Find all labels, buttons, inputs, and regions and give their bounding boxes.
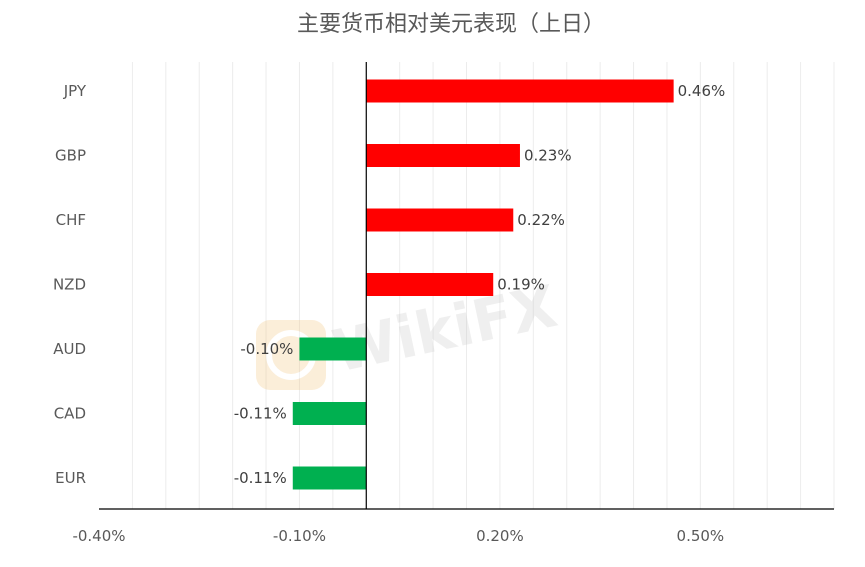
x-tick-label: 0.50%	[677, 527, 725, 545]
x-tick-label: 0.20%	[476, 527, 524, 545]
bar-jpy	[366, 79, 674, 103]
category-label-gbp: GBP	[55, 147, 86, 165]
x-tick-label: -0.10%	[273, 527, 326, 545]
x-tick-label: -0.40%	[72, 527, 125, 545]
data-label-aud: -0.10%	[240, 340, 293, 358]
gridlines	[131, 62, 835, 509]
category-label-chf: CHF	[56, 211, 86, 229]
data-label-cad: -0.11%	[234, 405, 287, 423]
bar-eur	[292, 466, 367, 490]
category-label-aud: AUD	[53, 340, 86, 358]
chart-title: 主要货币相对美元表现（上日）	[297, 12, 605, 37]
data-label-nzd: 0.19%	[497, 276, 545, 294]
data-label-eur: -0.11%	[234, 469, 287, 487]
data-label-jpy: 0.46%	[678, 82, 726, 100]
category-label-nzd: NZD	[53, 276, 86, 294]
data-label-chf: 0.22%	[517, 211, 565, 229]
bar-chf	[366, 208, 514, 232]
category-label-jpy: JPY	[63, 82, 87, 100]
bar-cad	[292, 402, 367, 425]
axes	[99, 62, 834, 510]
bar-gbp	[366, 144, 520, 167]
bar-nzd	[366, 273, 494, 296]
category-label-eur: EUR	[55, 469, 86, 487]
x-axis-tick-labels: -0.40% -0.10% 0.20% 0.50%	[72, 527, 724, 545]
bars	[292, 79, 674, 490]
category-labels: JPY GBP CHF NZD AUD CAD EUR	[53, 82, 87, 487]
data-labels: 0.46% 0.23% 0.22% 0.19% -0.10% -0.11% -0.11%	[234, 82, 726, 487]
bar-aud	[299, 337, 367, 361]
data-label-gbp: 0.23%	[524, 147, 572, 165]
category-label-cad: CAD	[54, 405, 86, 423]
